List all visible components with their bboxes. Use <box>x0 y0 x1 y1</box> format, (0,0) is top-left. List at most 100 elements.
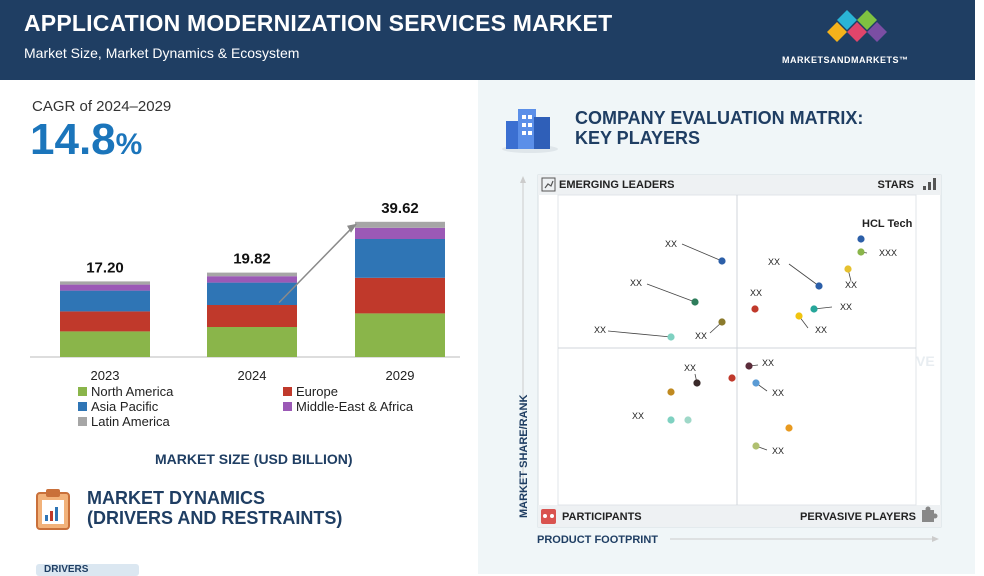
y-axis-label: MARKET SHARE/RANK <box>518 395 530 519</box>
company-label: XX <box>845 280 857 290</box>
bar-segment-latin-america-2024 <box>207 272 297 277</box>
market-size-chart: 17.20 2023 19.82 2024 39.62 2029 <box>30 200 460 383</box>
bar-segment-middle-east-africa-2023 <box>60 284 150 291</box>
company-label: XX <box>840 302 852 312</box>
company-dot[interactable] <box>810 305 818 313</box>
bar-total-label: 17.20 <box>86 259 124 276</box>
company-leader-line <box>788 263 820 287</box>
company-dot[interactable] <box>815 282 823 290</box>
tab-drivers[interactable]: DRIVERS <box>36 564 139 576</box>
x-axis-label: PRODUCT FOOTPRINT <box>537 534 658 546</box>
growth-arrow-head-icon <box>347 223 357 233</box>
legend-item: North America <box>78 384 173 399</box>
page-subtitle: Market Size, Market Dynamics & Ecosystem <box>24 45 300 61</box>
clipboard-chart-icon <box>36 489 70 530</box>
cagr-number: 14.8 <box>30 115 116 164</box>
bar-segment-asia-pacific-2023 <box>60 290 150 312</box>
quadrant-emerging-leaders: EMERGING LEADERS <box>559 179 675 191</box>
company-dot[interactable] <box>857 235 865 243</box>
company-dot[interactable] <box>667 416 675 424</box>
company-label: XX <box>684 363 696 373</box>
x-tick-label: 2024 <box>238 368 267 383</box>
company-label: XXX <box>879 248 897 258</box>
company-dot[interactable] <box>795 312 803 320</box>
company-dot[interactable] <box>752 442 760 450</box>
legend-swatch <box>283 387 292 396</box>
cagr-unit: % <box>115 128 143 161</box>
legend-item: Europe <box>283 384 338 399</box>
bar-segment-north-america-2023 <box>60 331 150 357</box>
company-leader-line <box>607 330 672 338</box>
cagr-label: CAGR of 2024–2029 <box>32 98 172 115</box>
company-label: XX <box>815 325 827 335</box>
company-label: XX <box>772 446 784 456</box>
matrix-bottom-bar <box>538 505 941 527</box>
bar-total-label: 39.62 <box>381 200 419 217</box>
market-dynamics-title: MARKET DYNAMICS (DRIVERS AND RESTRAINTS) <box>87 488 342 528</box>
brand-name: MARKETSANDMARKETS™ <box>782 55 909 65</box>
company-dot[interactable] <box>693 379 701 387</box>
company-dot[interactable] <box>718 257 726 265</box>
company-dot[interactable] <box>844 265 852 273</box>
legend-swatch <box>78 417 87 426</box>
bar-segment-europe-2029 <box>355 277 445 314</box>
company-dot[interactable] <box>785 424 793 432</box>
cagr-value: 14.8% <box>30 115 142 165</box>
legend-label: Latin America <box>91 414 170 429</box>
bar-segment-europe-2024 <box>207 305 297 327</box>
legend-swatch <box>78 387 87 396</box>
company-dot[interactable] <box>718 318 726 326</box>
company-dot[interactable] <box>752 379 760 387</box>
bar-segment-middle-east-africa-2024 <box>207 276 297 283</box>
company-label: XX <box>695 331 707 341</box>
matrix-top-bar <box>538 175 941 195</box>
bar-segment-latin-america-2023 <box>60 281 150 285</box>
company-dot[interactable] <box>728 374 736 382</box>
company-dot[interactable] <box>667 333 675 341</box>
company-label: HCL Tech <box>862 218 913 230</box>
company-label: XX <box>594 325 606 335</box>
company-dot[interactable] <box>691 298 699 306</box>
legend-item: Asia Pacific <box>78 399 158 414</box>
market-dynamics-title-line1: MARKET DYNAMICS <box>87 488 265 508</box>
stars-bars-icon <box>923 178 936 190</box>
x-axis-arrow-icon <box>932 536 939 542</box>
company-leader-line <box>646 283 696 303</box>
legend-label: Europe <box>296 384 338 399</box>
buildings-icon <box>502 109 558 153</box>
company-evaluation-matrix: MARKET SHARE/RANK PRODUCT FOOTPRINT EMER… <box>518 174 942 546</box>
evaluation-matrix-title: COMPANY EVALUATION MATRIX: KEY PLAYERS <box>575 108 863 148</box>
bar-segment-north-america-2024 <box>207 327 297 357</box>
company-leader-line <box>681 243 723 262</box>
legend-swatch <box>78 402 87 411</box>
bar-segment-middle-east-africa-2029 <box>355 227 445 239</box>
market-dynamics-title-line2: (DRIVERS AND RESTRAINTS) <box>87 508 343 528</box>
company-dot[interactable] <box>857 248 865 256</box>
legend-swatch <box>283 402 292 411</box>
company-dot[interactable] <box>745 362 753 370</box>
header-banner: APPLICATION MODERNIZATION SERVICES MARKE… <box>0 0 975 80</box>
bar-segment-latin-america-2029 <box>355 221 445 228</box>
quadrant-stars: STARS <box>878 179 914 191</box>
company-label: XX <box>632 411 644 421</box>
legend-item: Latin America <box>78 414 170 429</box>
chart-x-label: MARKET SIZE (USD BILLION) <box>155 451 353 467</box>
brand-logo[interactable]: MARKETSANDMARKETS™ <box>772 8 972 74</box>
puzzle-icon <box>922 506 938 522</box>
company-dot[interactable] <box>667 388 675 396</box>
bar-segment-europe-2023 <box>60 311 150 332</box>
company-label: XX <box>768 257 780 267</box>
edge-watermark-text: VE <box>916 353 935 369</box>
legend-label: Asia Pacific <box>91 399 159 414</box>
company-label: XX <box>630 278 642 288</box>
growth-arrow-line <box>278 226 354 304</box>
company-dot[interactable] <box>751 305 759 313</box>
company-dot[interactable] <box>684 416 692 424</box>
company-label: XX <box>772 388 784 398</box>
bar-segment-north-america-2029 <box>355 313 445 357</box>
legend-item: Middle-East & Africa <box>283 399 413 414</box>
x-tick-label: 2023 <box>91 368 120 383</box>
company-label: XX <box>762 358 774 368</box>
quadrant-pervasive-players: PERVASIVE PLAYERS <box>800 511 916 523</box>
